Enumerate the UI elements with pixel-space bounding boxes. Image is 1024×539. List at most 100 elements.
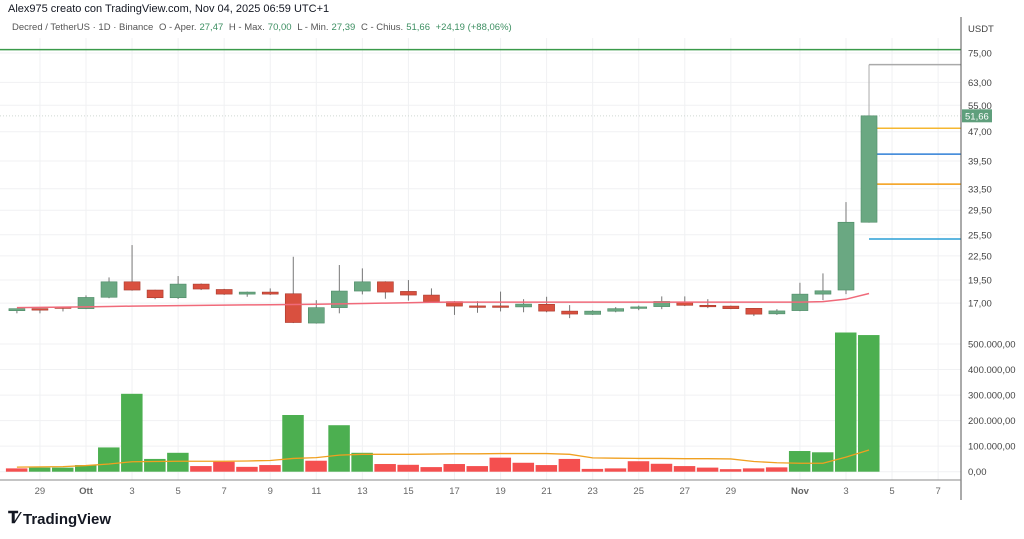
price-tick-label: 55,00 <box>968 101 992 112</box>
volume-bar <box>51 467 74 472</box>
tradingview-logo[interactable]: 𝐓∕ TradingView <box>8 510 111 528</box>
time-tick-label: 29 <box>726 486 737 497</box>
candle <box>215 289 233 295</box>
time-tick-label: 7 <box>935 486 940 497</box>
time-tick-label: 17 <box>449 486 460 497</box>
volume-bar <box>604 468 627 472</box>
candle <box>100 281 118 298</box>
candle <box>307 307 325 324</box>
volume-tick-label: 400.000,00 <box>968 365 1016 376</box>
price-moving-average-line <box>16 292 870 309</box>
symbol-legend: Decred / TetherUS · 1D · Binance O - Ape… <box>12 22 515 33</box>
candle <box>745 308 763 315</box>
time-tick-label: 7 <box>222 486 227 497</box>
time-tick-label: 15 <box>403 486 414 497</box>
close-label: C - Chius. <box>360 22 404 33</box>
volume-bar <box>489 457 512 472</box>
chart-header: Alex975 creato con TradingView.com, Nov … <box>8 3 330 15</box>
low-label: L - Min. <box>297 22 329 33</box>
candle <box>8 308 26 312</box>
candle <box>768 310 786 315</box>
volume-tick-label: 0,00 <box>968 467 987 478</box>
price-tick-label: 75,00 <box>968 49 992 60</box>
candle <box>584 310 601 315</box>
candle <box>377 281 394 293</box>
volume-bar <box>650 463 673 472</box>
time-tick-label: 13 <box>357 486 368 497</box>
time-tick-label: 23 <box>587 486 598 497</box>
price-tick-label: 47,00 <box>968 127 992 138</box>
currency-label: USDT <box>968 24 994 35</box>
time-tick-label: 27 <box>679 486 690 497</box>
volume-bar <box>811 452 834 472</box>
grid <box>0 38 961 480</box>
volume-bar <box>420 467 442 472</box>
open-label: O - Aper. <box>158 22 197 33</box>
volume-bar <box>236 466 258 472</box>
time-axis[interactable]: 29 Ott 3 5 7 9 11 13 15 17 19 21 23 25 27 29 Nov 3 5 7 <box>35 486 941 497</box>
time-tick-label: 5 <box>889 486 894 497</box>
volume-bar <box>858 335 880 472</box>
candle <box>469 305 486 308</box>
high-value: 70,00 <box>267 22 292 33</box>
volume-bar <box>305 460 327 472</box>
last-price-label: 51,66 <box>965 111 989 122</box>
volume-bar <box>75 465 97 472</box>
volume-bar <box>466 466 489 472</box>
volume-bar <box>397 464 419 472</box>
volume-bar <box>328 425 350 472</box>
candle <box>607 308 624 312</box>
candle <box>538 303 555 312</box>
volume-bar <box>742 468 765 472</box>
time-tick-label: 5 <box>175 486 180 497</box>
change-value: +24,19 (+88,06%) <box>435 22 512 33</box>
candle <box>630 306 648 309</box>
last-price-badge <box>962 109 992 123</box>
volume-axis[interactable]: 500.000,00 400.000,00 300.000,00 200.000,00… <box>968 340 1016 479</box>
volume-bar <box>627 461 650 472</box>
volume-bar <box>558 458 581 472</box>
volume-bar <box>765 467 788 472</box>
candle <box>261 291 279 295</box>
candle <box>814 290 832 295</box>
symbol-name[interactable]: Decred / TetherUS · 1D · Binance <box>12 22 154 33</box>
candle <box>837 221 855 291</box>
volume-bar <box>282 415 304 472</box>
low-value: 27,39 <box>331 22 356 33</box>
time-tick-label: 29 <box>35 486 46 497</box>
volume-tick-label: 500.000,00 <box>968 340 1016 351</box>
volume-bar <box>696 467 719 472</box>
candle <box>123 281 141 291</box>
volume-bar <box>512 462 535 472</box>
price-axis[interactable]: 75,00 63,00 55,00 47,00 39,50 33,50 29,50 25,50… <box>962 49 992 310</box>
price-tick-label: 19,50 <box>968 275 992 286</box>
volume-bar <box>834 332 857 472</box>
time-tick-label: 9 <box>268 486 273 497</box>
price-tick-label: 25,50 <box>968 230 992 241</box>
price-tick-label: 22,50 <box>968 251 992 262</box>
time-tick-label: Ott <box>79 486 94 497</box>
volume-bar <box>374 464 396 472</box>
volume-tick-label: 300.000,00 <box>968 391 1016 402</box>
volume-bar <box>788 451 811 472</box>
candle <box>423 294 440 302</box>
time-tick-label: 25 <box>633 486 644 497</box>
close-value: 51,66 <box>406 22 430 33</box>
volume-moving-average-line <box>16 449 870 468</box>
candle <box>722 305 740 309</box>
drawn-horizontal-lines[interactable] <box>0 48 961 240</box>
time-tick-label: Nov <box>791 486 810 497</box>
open-value: 27,47 <box>199 22 224 33</box>
candle <box>515 303 532 308</box>
volume-bar <box>28 467 51 472</box>
time-tick-label: 3 <box>843 486 848 497</box>
volume-bar <box>167 452 189 472</box>
candle <box>192 283 210 290</box>
volume-bar <box>581 468 604 472</box>
high-label: H - Max. <box>228 22 265 33</box>
volume-bar <box>259 465 281 472</box>
logo-text: TradingView <box>22 510 112 528</box>
volume-bar <box>213 461 235 472</box>
volume-bar <box>351 452 373 472</box>
